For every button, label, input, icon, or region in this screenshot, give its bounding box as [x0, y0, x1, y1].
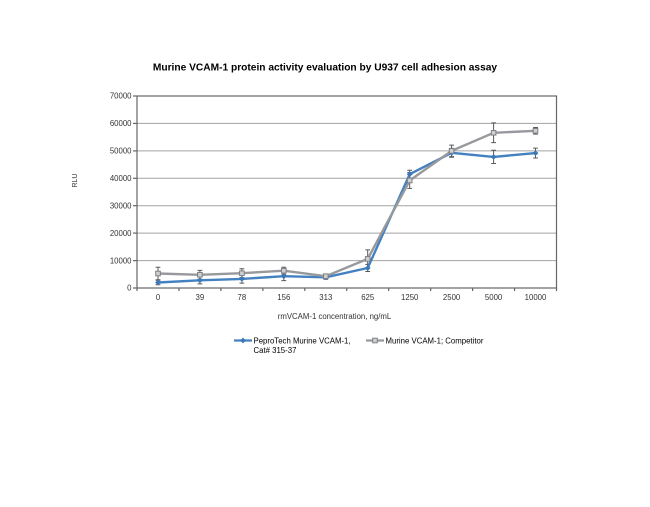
svg-text:30000: 30000 — [110, 201, 132, 210]
svg-text:10000: 10000 — [110, 256, 132, 265]
svg-text:PeproTech Murine VCAM-1,: PeproTech Murine VCAM-1, — [254, 336, 351, 345]
svg-text:5000: 5000 — [485, 293, 503, 302]
svg-text:1250: 1250 — [401, 293, 419, 302]
svg-text:156: 156 — [277, 293, 290, 302]
svg-text:Cat# 315-37: Cat# 315-37 — [254, 346, 297, 355]
svg-text:0: 0 — [156, 293, 161, 302]
svg-text:50000: 50000 — [110, 147, 132, 156]
svg-text:70000: 70000 — [110, 92, 132, 101]
svg-text:Murine VCAM-1 protein activity: Murine VCAM-1 protein activity evaluatio… — [153, 63, 498, 74]
svg-text:Murine VCAM-1; Competitor: Murine VCAM-1; Competitor — [386, 336, 484, 345]
svg-text:rmVCAM-1 concentration, ng/mL: rmVCAM-1 concentration, ng/mL — [278, 312, 392, 321]
svg-text:625: 625 — [361, 293, 375, 302]
svg-text:313: 313 — [319, 293, 332, 302]
svg-text:40000: 40000 — [110, 174, 132, 183]
svg-text:20000: 20000 — [110, 229, 132, 238]
svg-text:10000: 10000 — [525, 293, 547, 302]
svg-text:2500: 2500 — [443, 293, 461, 302]
svg-text:0: 0 — [127, 284, 132, 293]
svg-text:39: 39 — [196, 293, 205, 302]
svg-text:RLU: RLU — [72, 173, 79, 187]
svg-text:60000: 60000 — [110, 119, 132, 128]
svg-text:78: 78 — [238, 293, 247, 302]
